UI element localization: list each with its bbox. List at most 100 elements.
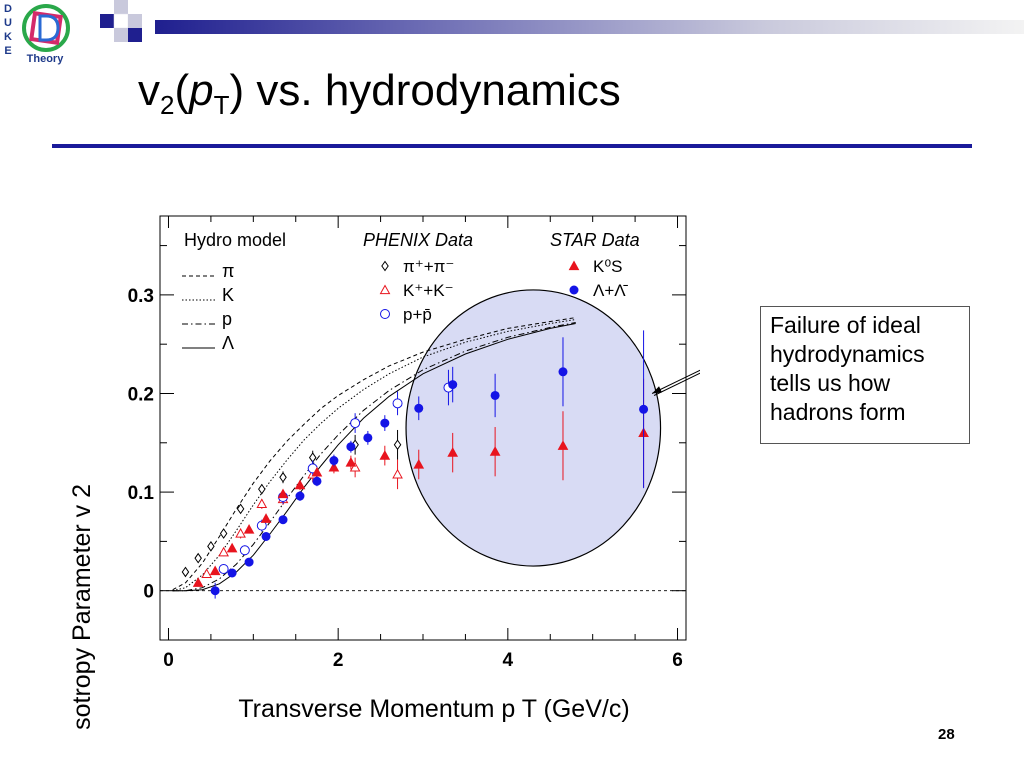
data-point bbox=[279, 471, 287, 483]
data-point bbox=[392, 468, 403, 479]
data-point bbox=[413, 458, 425, 469]
legend-hydro-label: K bbox=[222, 285, 234, 305]
hydro-curve-3 bbox=[172, 322, 576, 592]
legend-phenix-label: K⁺+K⁻ bbox=[403, 281, 454, 300]
data-point bbox=[219, 528, 228, 539]
data-point bbox=[260, 513, 272, 523]
data-point bbox=[392, 398, 403, 409]
data-point bbox=[192, 577, 204, 587]
logo-ring-icon bbox=[22, 4, 70, 52]
data-point bbox=[414, 403, 424, 413]
y-tick-label: 0.2 bbox=[128, 384, 154, 405]
logo-letter-u: U bbox=[4, 17, 12, 29]
y-tick-label: 0.3 bbox=[128, 286, 154, 307]
logo-letter-d: D bbox=[4, 3, 12, 15]
data-point bbox=[393, 439, 402, 451]
legend-star-label: K⁰S bbox=[593, 257, 623, 276]
data-point bbox=[558, 367, 568, 377]
logo-letter-e: E bbox=[4, 45, 11, 57]
data-point bbox=[277, 488, 289, 499]
title-sub-1: 2 bbox=[160, 90, 175, 120]
data-point bbox=[345, 456, 357, 467]
data-point bbox=[244, 557, 254, 567]
data-point bbox=[239, 545, 250, 556]
callout-line-4: hadrons form bbox=[770, 399, 906, 425]
data-point bbox=[209, 565, 221, 576]
v2-chart: Hydro model PHENIX Data STAR Data πKpΛπ⁺+π⁻… bbox=[68, 215, 700, 730]
data-point bbox=[350, 418, 361, 429]
data-point bbox=[295, 491, 305, 501]
legend-hydro-label: p bbox=[222, 309, 232, 329]
page-number: 28 bbox=[938, 726, 955, 743]
legend-star-label: Λ+Λ̄ bbox=[593, 281, 629, 300]
legend-phenix-marker-icon bbox=[381, 260, 389, 272]
data-point bbox=[218, 564, 229, 575]
data-point bbox=[639, 404, 649, 414]
data-point bbox=[201, 568, 213, 579]
data-point bbox=[490, 390, 500, 400]
title-underline bbox=[52, 144, 972, 148]
data-point bbox=[235, 527, 246, 538]
x-tick-label: 6 bbox=[672, 650, 683, 671]
data-point bbox=[258, 483, 266, 495]
data-point bbox=[311, 466, 323, 477]
y-tick-label: 0 bbox=[143, 582, 154, 603]
hydro-curve-2 bbox=[172, 319, 576, 592]
data-point bbox=[236, 503, 245, 515]
legend-phenix-label: p+p̄ bbox=[403, 305, 432, 324]
title-sub-2: T bbox=[213, 90, 230, 120]
legend-star-title: STAR Data bbox=[550, 230, 640, 250]
title-banner-bar bbox=[155, 20, 1024, 34]
highlight-ellipse bbox=[405, 289, 662, 567]
data-point bbox=[181, 566, 190, 578]
x-tick-label: 2 bbox=[333, 650, 344, 671]
duke-qcd-theory-logo: D U K E Theory bbox=[1, 1, 70, 65]
legend-star-marker-icon bbox=[569, 285, 579, 295]
data-point bbox=[278, 515, 288, 525]
y-tick-label: 0.1 bbox=[128, 483, 155, 504]
data-point bbox=[363, 433, 373, 443]
callout-box: Failure of ideal hydrodynamics tells us … bbox=[760, 306, 970, 444]
logo-caption: Theory bbox=[27, 53, 65, 65]
legend-star-marker-icon bbox=[568, 260, 580, 271]
x-axis-label: Transverse Momentum p T (GeV/c) bbox=[238, 695, 629, 723]
legend-phenix-title: PHENIX Data bbox=[363, 230, 473, 250]
callout-arrow-head-icon bbox=[652, 386, 663, 394]
data-point bbox=[261, 531, 271, 541]
legend-hydro-label: Λ bbox=[222, 333, 234, 353]
data-point bbox=[226, 542, 238, 553]
data-point bbox=[329, 456, 339, 466]
data-point bbox=[379, 450, 391, 460]
data-point bbox=[243, 524, 255, 534]
data-point bbox=[312, 476, 322, 486]
callout-arrow-line-2 bbox=[653, 372, 700, 396]
data-point bbox=[207, 540, 215, 552]
legend-hydro-title: Hydro model bbox=[184, 230, 286, 250]
data-point bbox=[227, 568, 237, 578]
title-open: ( bbox=[174, 66, 190, 115]
logo-letter-k: K bbox=[4, 31, 12, 43]
title-p: p bbox=[189, 66, 214, 115]
data-point bbox=[218, 546, 229, 557]
data-point bbox=[194, 552, 202, 564]
callout-arrow-line bbox=[651, 369, 700, 394]
title-pre: v bbox=[138, 66, 160, 115]
x-tick-label: 0 bbox=[163, 650, 174, 671]
data-point bbox=[489, 446, 501, 456]
data-point bbox=[448, 380, 458, 390]
title-post: ) vs. hydrodynamics bbox=[229, 66, 621, 115]
data-point bbox=[346, 442, 356, 452]
logo-square-icon bbox=[29, 11, 63, 45]
data-point bbox=[294, 479, 306, 490]
legend-phenix-label: π⁺+π⁻ bbox=[403, 257, 454, 276]
data-point bbox=[210, 586, 220, 596]
callout-line-1: Failure of ideal bbox=[770, 312, 921, 338]
legend-hydro-label: π bbox=[222, 261, 234, 281]
x-tick-label: 4 bbox=[503, 650, 514, 671]
data-point bbox=[447, 447, 459, 457]
data-point bbox=[557, 440, 569, 450]
callout-line-3: tells us how bbox=[770, 370, 891, 396]
y-axis-label: Anisotropy Parameter v 2 bbox=[68, 484, 96, 730]
legend-phenix-marker-icon bbox=[379, 284, 391, 295]
data-point bbox=[380, 418, 390, 428]
